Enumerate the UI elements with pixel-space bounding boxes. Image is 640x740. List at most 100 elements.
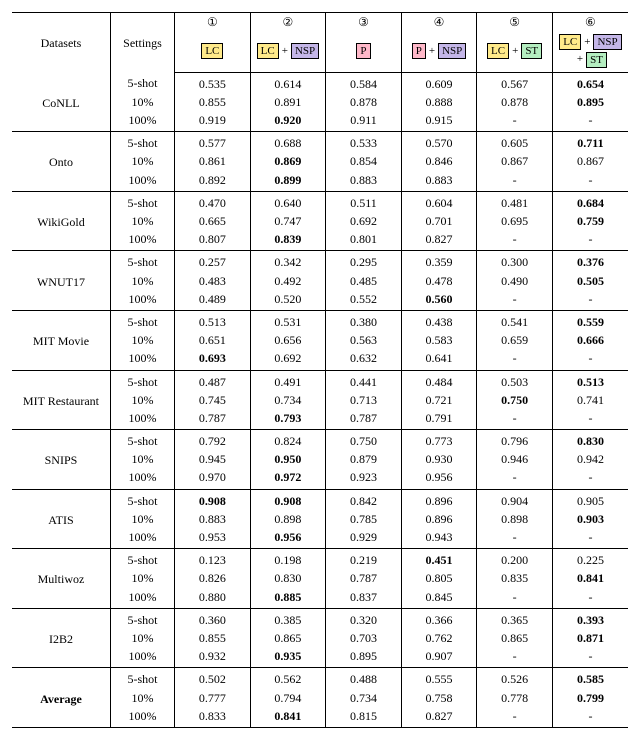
value-cell: 0.778 — [477, 689, 553, 707]
value-cell: 0.734 — [326, 689, 402, 707]
value-cell: - — [552, 171, 628, 192]
setting-label: 100% — [110, 409, 174, 430]
value-cell: - — [552, 409, 628, 430]
value-cell: 0.750 — [326, 430, 402, 451]
value-cell: 0.654 — [552, 72, 628, 93]
value-cell: 0.614 — [250, 72, 326, 93]
value-cell: 0.946 — [477, 450, 553, 468]
header-tags-2: LC+NSP — [250, 31, 326, 72]
value-cell: 0.484 — [401, 370, 477, 391]
value-cell: 0.583 — [401, 331, 477, 349]
header-tags-1: LC — [175, 31, 251, 72]
value-cell: 0.711 — [552, 132, 628, 153]
value-cell: 0.750 — [477, 391, 553, 409]
dataset-name: WikiGold — [12, 191, 110, 251]
value-cell: 0.943 — [401, 528, 477, 549]
value-cell: 0.376 — [552, 251, 628, 272]
value-cell: 0.787 — [326, 409, 402, 430]
dataset-name: CoNLL — [12, 72, 110, 132]
value-cell: 0.651 — [175, 331, 251, 349]
header-colnum-5: ⑤ — [477, 13, 553, 32]
value-cell: 0.478 — [401, 272, 477, 290]
value-cell: 0.693 — [175, 349, 251, 370]
value-cell: 0.684 — [552, 191, 628, 212]
value-cell: 0.541 — [477, 310, 553, 331]
value-cell: 0.871 — [552, 629, 628, 647]
setting-label: 10% — [110, 152, 174, 170]
value-cell: 0.640 — [250, 191, 326, 212]
value-cell: - — [552, 111, 628, 132]
value-cell: 0.883 — [175, 510, 251, 528]
header-tags-3: P — [326, 31, 402, 72]
value-cell: 0.930 — [401, 450, 477, 468]
value-cell: 0.807 — [175, 230, 251, 251]
st-tag: ST — [521, 43, 542, 59]
results-table: DatasetsSettings①②③④⑤⑥ LCLC+NSPPP+NSPLC+… — [12, 12, 628, 728]
value-cell: 0.919 — [175, 111, 251, 132]
dataset-name: ATIS — [12, 489, 110, 549]
value-cell: 0.845 — [401, 588, 477, 609]
value-cell: - — [552, 349, 628, 370]
value-cell: 0.801 — [326, 230, 402, 251]
value-cell: 0.585 — [552, 668, 628, 689]
value-cell: 0.950 — [250, 450, 326, 468]
value-cell: 0.815 — [326, 707, 402, 728]
value-cell: 0.609 — [401, 72, 477, 93]
value-cell: 0.503 — [477, 370, 553, 391]
value-cell: 0.895 — [552, 93, 628, 111]
header-colnum-3: ③ — [326, 13, 402, 32]
value-cell: 0.907 — [401, 647, 477, 668]
value-cell: 0.846 — [401, 152, 477, 170]
value-cell: 0.487 — [175, 370, 251, 391]
value-cell: 0.899 — [250, 171, 326, 192]
value-cell: - — [477, 647, 553, 668]
lc-tag: LC — [201, 43, 223, 59]
lc-tag: LC — [559, 34, 581, 50]
value-cell: 0.734 — [250, 391, 326, 409]
value-cell: 0.867 — [477, 152, 553, 170]
value-cell: 0.552 — [326, 290, 402, 311]
setting-label: 10% — [110, 212, 174, 230]
value-cell: 0.470 — [175, 191, 251, 212]
table-row: Multiwoz5-shot0.1230.1980.2190.4510.2000… — [12, 549, 628, 570]
value-cell: 0.904 — [477, 489, 553, 510]
value-cell: 0.827 — [401, 230, 477, 251]
value-cell: - — [477, 528, 553, 549]
value-cell: 0.833 — [175, 707, 251, 728]
value-cell: 0.878 — [477, 93, 553, 111]
table-row: Average5-shot0.5020.5620.4880.5550.5260.… — [12, 668, 628, 689]
value-cell: 0.905 — [552, 489, 628, 510]
value-cell: 0.359 — [401, 251, 477, 272]
value-cell: 0.365 — [477, 608, 553, 629]
setting-label: 100% — [110, 588, 174, 609]
lc-tag: LC — [257, 43, 279, 59]
value-cell: 0.915 — [401, 111, 477, 132]
st-tag: ST — [586, 52, 607, 68]
value-cell: 0.758 — [401, 689, 477, 707]
value-cell: 0.366 — [401, 608, 477, 629]
setting-label: 10% — [110, 629, 174, 647]
setting-label: 5-shot — [110, 370, 174, 391]
value-cell: 0.861 — [175, 152, 251, 170]
value-cell: 0.488 — [326, 668, 402, 689]
value-cell: 0.513 — [175, 310, 251, 331]
value-cell: 0.520 — [250, 290, 326, 311]
value-cell: 0.745 — [175, 391, 251, 409]
dataset-name: Average — [12, 668, 110, 728]
table-row: MIT Movie5-shot0.5130.5310.3800.4380.541… — [12, 310, 628, 331]
value-cell: 0.878 — [326, 93, 402, 111]
value-cell: 0.865 — [250, 629, 326, 647]
value-cell: - — [477, 111, 553, 132]
setting-label: 5-shot — [110, 310, 174, 331]
value-cell: 0.562 — [250, 668, 326, 689]
value-cell: 0.441 — [326, 370, 402, 391]
value-cell: 0.721 — [401, 391, 477, 409]
value-cell: 0.295 — [326, 251, 402, 272]
setting-label: 5-shot — [110, 132, 174, 153]
value-cell: 0.559 — [552, 310, 628, 331]
lc-tag: LC — [487, 43, 509, 59]
value-cell: 0.805 — [401, 569, 477, 587]
value-cell: 0.385 — [250, 608, 326, 629]
value-cell: 0.759 — [552, 212, 628, 230]
value-cell: 0.511 — [326, 191, 402, 212]
